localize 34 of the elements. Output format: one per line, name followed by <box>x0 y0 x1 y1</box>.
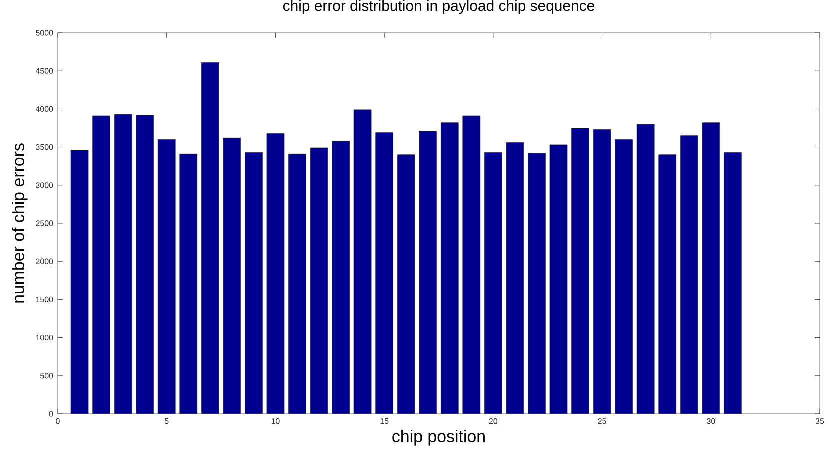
bar <box>114 114 132 414</box>
bar <box>724 152 742 414</box>
bar <box>71 150 88 414</box>
bar <box>267 134 284 414</box>
bar <box>680 136 698 414</box>
chart-title: chip error distribution in payload chip sequence <box>283 0 594 14</box>
bar <box>528 153 546 414</box>
bar <box>615 140 633 414</box>
bar <box>354 110 372 414</box>
bar <box>572 128 590 414</box>
bar <box>245 152 263 414</box>
bar <box>136 115 154 414</box>
bar <box>462 116 480 414</box>
bar <box>310 148 328 414</box>
bar <box>594 130 611 414</box>
bar <box>658 154 676 414</box>
bar <box>550 145 568 414</box>
bar <box>92 116 110 414</box>
bar <box>180 154 198 414</box>
bar <box>288 154 306 414</box>
bar <box>158 140 176 414</box>
bar <box>376 132 394 414</box>
bar <box>637 124 655 414</box>
bar <box>441 122 459 414</box>
bar <box>223 138 241 414</box>
x-axis-title: chip position <box>392 430 485 446</box>
bar <box>506 142 524 414</box>
bar <box>332 141 350 414</box>
bar <box>484 152 502 414</box>
bar <box>419 131 437 414</box>
bar <box>202 62 220 414</box>
bar <box>702 122 720 414</box>
y-axis-title: number of chip errors <box>12 144 28 303</box>
bar <box>398 154 416 414</box>
